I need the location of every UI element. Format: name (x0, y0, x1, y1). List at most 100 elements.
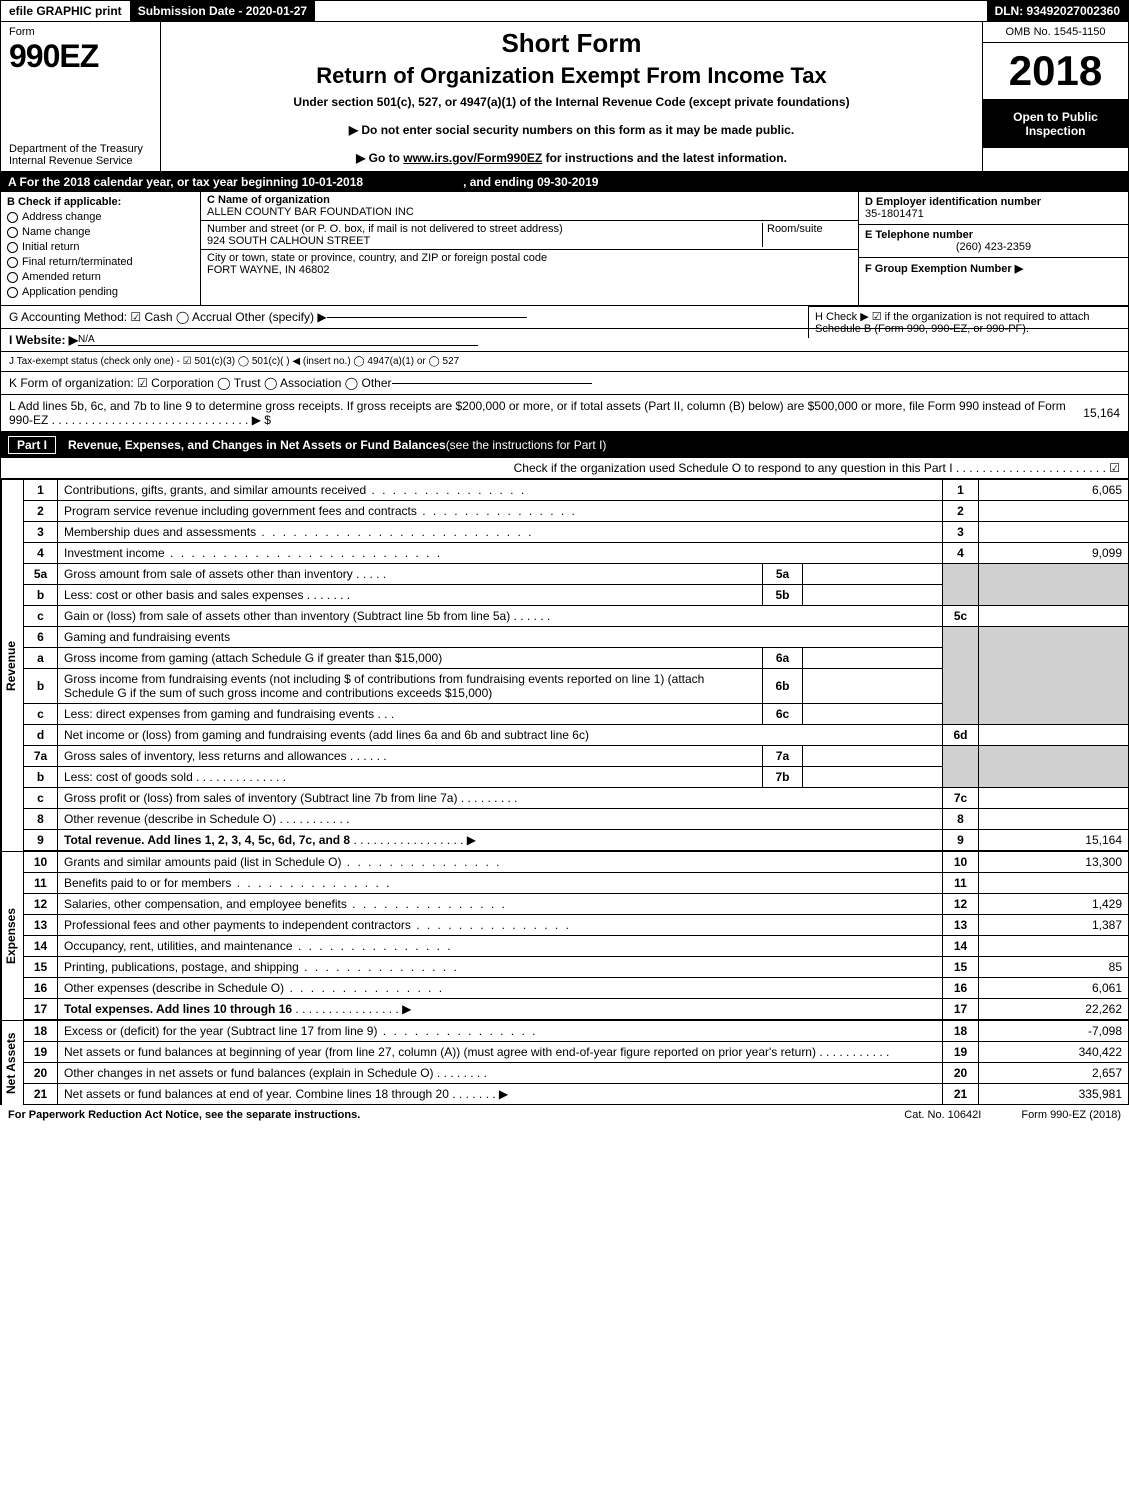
telephone: (260) 423-2359 (865, 241, 1122, 253)
line-10: 10Grants and similar amounts paid (list … (24, 852, 1129, 873)
instruction-2: ▶ Go to www.irs.gov/Form990EZ for instru… (171, 151, 972, 165)
department: Department of the Treasury Internal Reve… (9, 143, 152, 167)
e-label: E Telephone number (865, 229, 973, 241)
city-state-zip: FORT WAYNE, IN 46802 (207, 264, 329, 276)
instr2-post: for instructions and the latest informat… (542, 151, 787, 165)
line-6: 6Gaming and fundraising events (24, 627, 1129, 648)
dln-number: DLN: 93492027002360 (987, 1, 1128, 21)
expenses-section: Expenses 10Grants and similar amounts pa… (0, 851, 1129, 1020)
row-g-h: G Accounting Method: ☑ Cash ◯ Accrual Ot… (0, 306, 1129, 329)
org-name: ALLEN COUNTY BAR FOUNDATION INC (207, 206, 414, 218)
other-org-input[interactable] (392, 383, 592, 384)
section-c: C Name of organization ALLEN COUNTY BAR … (201, 192, 858, 221)
line-13: 13Professional fees and other payments t… (24, 915, 1129, 936)
line-16: 16Other expenses (describe in Schedule O… (24, 978, 1129, 999)
city-label: City or town, state or province, country… (207, 252, 547, 264)
form-header: Form 990EZ Department of the Treasury In… (0, 22, 1129, 172)
line-14: 14Occupancy, rent, utilities, and mainte… (24, 936, 1129, 957)
page-footer: For Paperwork Reduction Act Notice, see … (0, 1105, 1129, 1125)
addr-label: Number and street (or P. O. box, if mail… (207, 223, 563, 235)
line-4: 4Investment income49,099 (24, 543, 1129, 564)
line-18: 18Excess or (deficit) for the year (Subt… (24, 1021, 1129, 1042)
check-application-pending[interactable]: Application pending (7, 286, 194, 298)
title-short: Short Form (171, 28, 972, 59)
revenue-section: Revenue 1Contributions, gifts, grants, a… (0, 479, 1129, 851)
entity-block: B Check if applicable: Address change Na… (0, 192, 1129, 306)
tax-period: A For the 2018 calendar year, or tax yea… (0, 172, 1129, 192)
period-prefix: A For the 2018 calendar year, or tax yea… (8, 175, 302, 189)
check-name-change[interactable]: Name change (7, 226, 194, 238)
part-1-check: Check if the organization used Schedule … (0, 458, 1129, 479)
efile-label: efile GRAPHIC print (1, 1, 130, 21)
d-label: D Employer identification number (865, 196, 1041, 208)
check-amended-return[interactable]: Amended return (7, 271, 194, 283)
submission-date: Submission Date - 2020-01-27 (130, 1, 315, 21)
paperwork-notice: For Paperwork Reduction Act Notice, see … (8, 1109, 360, 1121)
line-g: G Accounting Method: ☑ Cash ◯ Accrual Ot… (9, 310, 327, 324)
open-inspection: Open to Public Inspection (983, 100, 1128, 148)
net-assets-label: Net Assets (1, 1020, 23, 1105)
revenue-label: Revenue (1, 479, 23, 851)
line-l-amount: 15,164 (1083, 406, 1120, 420)
section-b: B Check if applicable: Address change Na… (1, 192, 201, 305)
address-row: Number and street (or P. O. box, if mail… (201, 221, 858, 250)
line-21: 21Net assets or fund balances at end of … (24, 1084, 1129, 1105)
period-begin: 10-01-2018 (302, 175, 363, 189)
line-15: 15Printing, publications, postage, and s… (24, 957, 1129, 978)
net-assets-table: 18Excess or (deficit) for the year (Subt… (23, 1020, 1129, 1105)
catalog-number: Cat. No. 10642I (904, 1109, 981, 1121)
section-d: D Employer identification number 35-1801… (859, 192, 1128, 225)
line-5c: cGain or (loss) from sale of assets othe… (24, 606, 1129, 627)
line-3: 3Membership dues and assessments3 (24, 522, 1129, 543)
b-label: B Check if applicable: (7, 196, 194, 208)
line-7a: 7aGross sales of inventory, less returns… (24, 746, 1129, 767)
line-17: 17Total expenses. Add lines 10 through 1… (24, 999, 1129, 1020)
line-h: H Check ▶ ☑ if the organization is not r… (808, 306, 1128, 338)
line-7c: cGross profit or (loss) from sales of in… (24, 788, 1129, 809)
form-label: Form (9, 26, 152, 38)
line-20: 20Other changes in net assets or fund ba… (24, 1063, 1129, 1084)
line-k: K Form of organization: ☑ Corporation ◯ … (9, 376, 392, 390)
street-address: 924 SOUTH CALHOUN STREET (207, 235, 370, 247)
check-initial-return[interactable]: Initial return (7, 241, 194, 253)
instr-link[interactable]: www.irs.gov/Form990EZ (403, 151, 542, 165)
part-1-header: Part I Revenue, Expenses, and Changes in… (0, 432, 1129, 458)
c-label: C Name of organization (207, 194, 330, 206)
f-label: F Group Exemption Number ▶ (865, 263, 1023, 275)
form-number: 990EZ (9, 38, 152, 75)
expenses-table: 10Grants and similar amounts paid (list … (23, 851, 1129, 1020)
part-1-label: Part I (8, 436, 56, 454)
line-1: 1Contributions, gifts, grants, and simil… (24, 480, 1129, 501)
line-5a: 5aGross amount from sale of assets other… (24, 564, 1129, 585)
city-row: City or town, state or province, country… (201, 250, 858, 278)
line-19: 19Net assets or fund balances at beginni… (24, 1042, 1129, 1063)
line-12: 12Salaries, other compensation, and empl… (24, 894, 1129, 915)
omb-number: OMB No. 1545-1150 (983, 22, 1128, 43)
line-8: 8Other revenue (describe in Schedule O) … (24, 809, 1129, 830)
title-main: Return of Organization Exempt From Incom… (171, 63, 972, 89)
subtitle: Under section 501(c), 527, or 4947(a)(1)… (171, 95, 972, 109)
period-mid: , and ending (463, 175, 537, 189)
line-6d: dNet income or (loss) from gaming and fu… (24, 725, 1129, 746)
period-end: 09-30-2019 (537, 175, 598, 189)
ein: 35-1801471 (865, 208, 924, 220)
line-l: L Add lines 5b, 6c, and 7b to line 9 to … (9, 399, 1083, 427)
tax-year: 2018 (983, 43, 1128, 100)
row-l: L Add lines 5b, 6c, and 7b to line 9 to … (0, 395, 1129, 432)
part-1-sub: (see the instructions for Part I) (446, 438, 607, 452)
net-assets-section: Net Assets 18Excess or (deficit) for the… (0, 1020, 1129, 1105)
top-bar: efile GRAPHIC print Submission Date - 20… (0, 0, 1129, 22)
line-9: 9Total revenue. Add lines 1, 2, 3, 4, 5c… (24, 830, 1129, 851)
row-j: J Tax-exempt status (check only one) - ☑… (0, 352, 1129, 372)
check-final-return[interactable]: Final return/terminated (7, 256, 194, 268)
check-address-change[interactable]: Address change (7, 211, 194, 223)
line-11: 11Benefits paid to or for members11 (24, 873, 1129, 894)
expenses-label: Expenses (1, 851, 23, 1020)
line-j: J Tax-exempt status (check only one) - ☑… (9, 356, 459, 367)
other-specify-input[interactable] (327, 317, 527, 318)
revenue-table: 1Contributions, gifts, grants, and simil… (23, 479, 1129, 851)
instr2-pre: ▶ Go to (356, 151, 403, 165)
part-1-title: Revenue, Expenses, and Changes in Net As… (68, 438, 446, 452)
line-i-label: I Website: ▶ (9, 333, 78, 347)
line-2: 2Program service revenue including gover… (24, 501, 1129, 522)
